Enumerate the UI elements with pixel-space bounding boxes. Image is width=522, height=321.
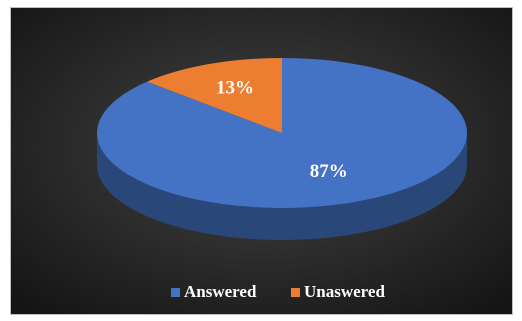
- legend: Answered Unaswered: [171, 282, 385, 301]
- chart-frame: 87% 13% Answered Unaswered: [10, 7, 513, 315]
- legend-label-answered: Answered: [184, 282, 257, 301]
- legend-swatch-unaswered: [291, 288, 300, 297]
- pie-slices: [96, 58, 467, 240]
- pie-slice-answered: [96, 58, 467, 208]
- pie-slice-unaswered: [147, 58, 282, 133]
- pie-data-labels: 87% 13%: [216, 77, 348, 182]
- legend-label-unaswered: Unaswered: [304, 282, 385, 301]
- data-label-answered: 87%: [310, 161, 348, 182]
- data-label-unaswered: 13%: [216, 77, 254, 98]
- legend-swatch-answered: [171, 288, 180, 297]
- pie-chart: 87% 13% Answered Unaswered: [11, 8, 512, 314]
- pie-side-answered: [97, 133, 467, 240]
